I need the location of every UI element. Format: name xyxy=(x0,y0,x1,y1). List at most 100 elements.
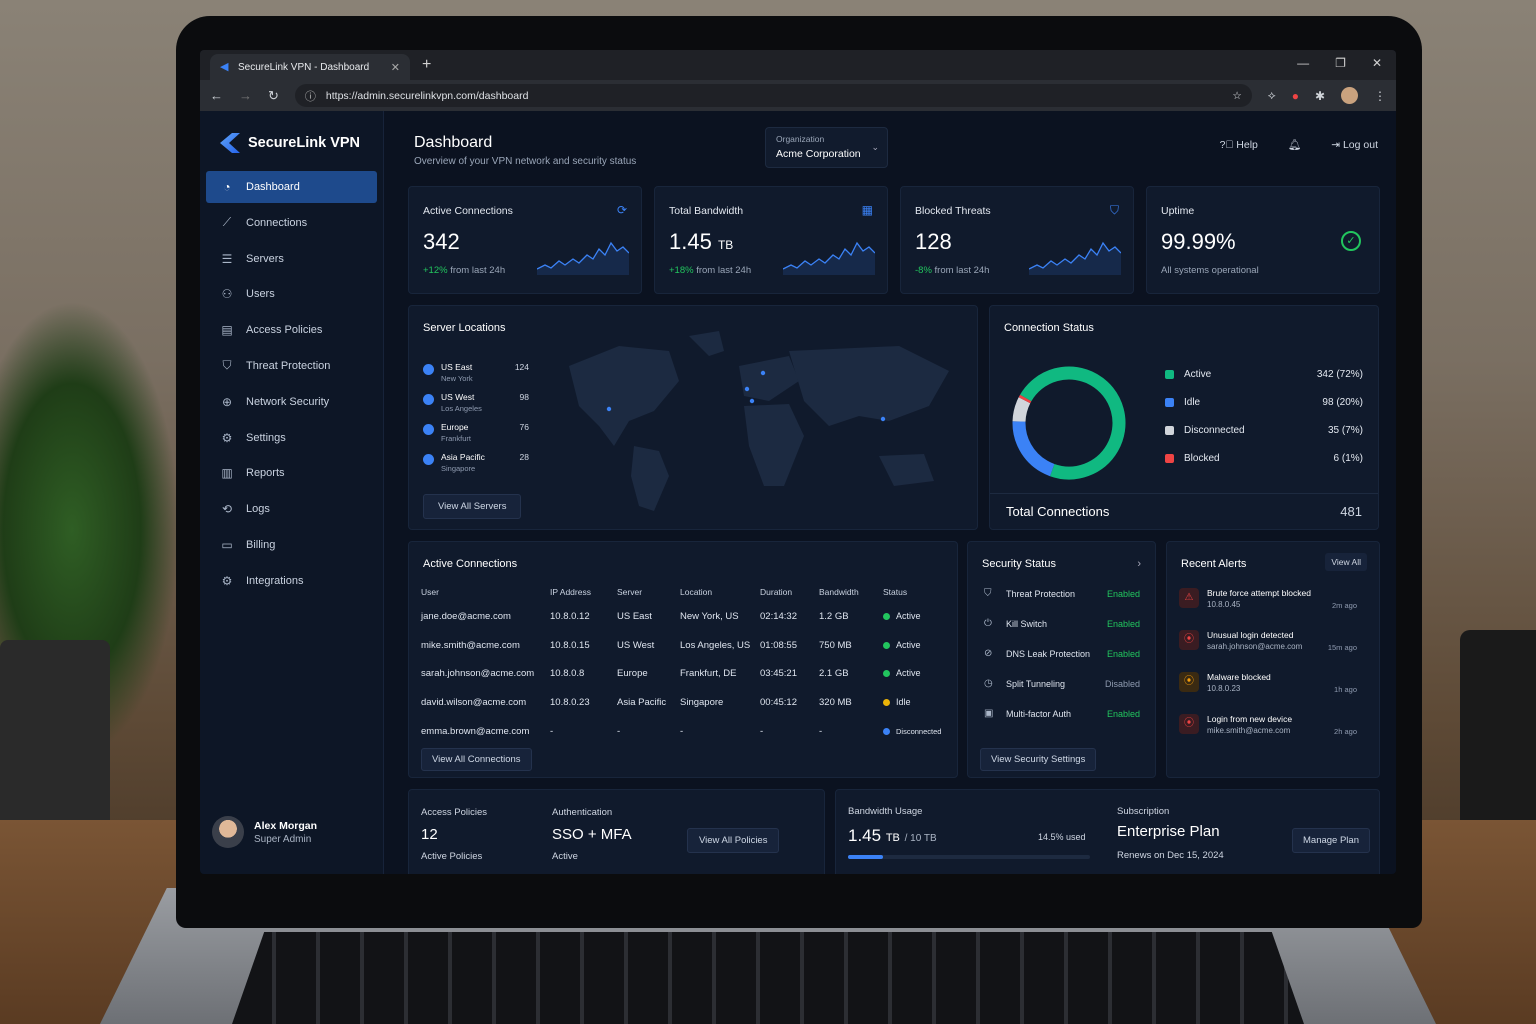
table-cell: New York, US xyxy=(680,610,739,622)
new-tab-icon[interactable]: + xyxy=(422,56,432,73)
integrations-icon: ⚙ xyxy=(221,573,233,588)
legend-label: Idle xyxy=(1184,397,1201,408)
security-item[interactable]: ⏻ Kill Switch Enabled xyxy=(984,618,1140,629)
kpi-number: 99.99% xyxy=(1161,229,1236,254)
security-item[interactable]: ⛉ Threat Protection Enabled xyxy=(984,588,1140,599)
column-header[interactable]: Status xyxy=(883,587,908,597)
logout-icon: ⇥ xyxy=(1331,138,1343,151)
donut-segment[interactable] xyxy=(1004,358,1134,488)
sidebar-item-reports[interactable]: ▥ Reports xyxy=(206,457,377,489)
table-row[interactable]: jane.doe@acme.com 10.8.0.12 US East New Yor… xyxy=(421,602,953,631)
security-item[interactable]: ◷ Split Tunneling Disabled xyxy=(984,678,1140,689)
profile-avatar-icon[interactable] xyxy=(1341,87,1358,104)
server-locations-title: Server Locations xyxy=(423,322,506,334)
legend-value: 6 (1%) xyxy=(1333,453,1363,464)
sidebar-item-connections[interactable]: ⟋ Connections xyxy=(206,207,377,239)
table-cell: - xyxy=(680,726,684,738)
column-header[interactable]: Server xyxy=(617,587,643,597)
url-field[interactable]: ⓘ https://admin.securelinkvpn.com/dashbo… xyxy=(294,84,1252,107)
server-pin[interactable] xyxy=(880,416,886,422)
menu-dots-icon[interactable]: ⋮ xyxy=(1374,88,1386,103)
close-tab-icon[interactable]: ✕ xyxy=(390,61,400,74)
view-all-connections-button[interactable]: View All Connections xyxy=(421,748,532,771)
organization-select[interactable]: Organization Acme Corporation ⌄ xyxy=(765,127,888,168)
server-pin[interactable] xyxy=(749,398,755,404)
server-pin[interactable] xyxy=(744,386,750,392)
malware-icon: ⦿ xyxy=(1179,672,1199,692)
minimize-icon[interactable]: — xyxy=(1297,56,1310,70)
puzzle-icon[interactable]: ✱ xyxy=(1314,88,1325,103)
bell-icon[interactable]: 🔔︎ xyxy=(1287,139,1302,151)
table-cell: - xyxy=(760,726,764,738)
sidebar-item-settings[interactable]: ⚙ Settings xyxy=(206,422,377,454)
sidebar-item-dashboard[interactable]: ◔ Dashboard xyxy=(206,171,377,203)
bandwidth-usage-label: Bandwidth Usage xyxy=(848,806,923,817)
chevron-right-icon[interactable]: › xyxy=(1137,558,1141,570)
brand[interactable]: SecureLink VPN xyxy=(200,111,383,153)
view-all-alerts-button[interactable]: View All xyxy=(1325,553,1367,571)
security-item[interactable]: ⊘ DNS Leak Protection Enabled xyxy=(984,648,1140,659)
reload-icon[interactable]: ↻ xyxy=(268,87,279,103)
record-icon[interactable]: ● xyxy=(1291,88,1299,103)
alert-item[interactable]: ⦿ Login from new device mike.smith@acme.co… xyxy=(1179,714,1357,736)
server-location-item[interactable]: Asia Pacific Singapore 28 xyxy=(423,452,529,473)
server-pin[interactable] xyxy=(606,406,612,412)
alert-time: 1h ago xyxy=(1334,685,1357,694)
view-all-policies-button[interactable]: View All Policies xyxy=(687,828,780,853)
table-row[interactable]: david.wilson@acme.com 10.8.0.23 Asia Pacif… xyxy=(421,688,953,717)
user-role: Super Admin xyxy=(254,833,312,845)
help-button[interactable]: ?⃝ Help xyxy=(1220,139,1258,151)
brand-name: SecureLink VPN xyxy=(248,135,361,151)
security-item[interactable]: ▣ Multi-factor Auth Enabled xyxy=(984,708,1140,719)
column-header[interactable]: Bandwidth xyxy=(819,587,859,597)
bookmark-star-icon[interactable]: ☆ xyxy=(1232,89,1242,102)
sidebar-item-logs[interactable]: ⟲ Logs xyxy=(206,493,377,525)
table-row[interactable]: sarah.johnson@acme.com 10.8.0.8 Europe Fran… xyxy=(421,660,953,689)
logout-button[interactable]: ⇥ Log out xyxy=(1331,139,1378,151)
server-location-item[interactable]: US West Los Angeles 98 xyxy=(423,392,529,413)
sidebar-item-label: Dashboard xyxy=(246,181,300,193)
table-row[interactable]: emma.brown@acme.com - - - - - Disconnected xyxy=(421,717,953,746)
sidebar-item-network-security[interactable]: ⊕ Network Security xyxy=(206,386,377,418)
server-pin[interactable] xyxy=(760,370,766,376)
close-window-icon[interactable]: ✕ xyxy=(1371,56,1382,70)
sidebar-item-access-policies[interactable]: ▤ Access Policies xyxy=(206,314,377,346)
sidebar-item-integrations[interactable]: ⚙ Integrations xyxy=(206,565,377,597)
manage-plan-button[interactable]: Manage Plan xyxy=(1292,828,1370,853)
table-cell: US East xyxy=(617,610,652,622)
sidebar-item-threat-protection[interactable]: ⛉ Threat Protection xyxy=(206,350,377,382)
dns-icon: ⊘ xyxy=(984,648,993,659)
authentication-label: Authentication xyxy=(552,807,613,818)
sidebar-item-users[interactable]: ⚇ Users xyxy=(206,278,377,310)
header-actions: ?⃝ Help 🔔︎ ⇥ Log out xyxy=(1220,138,1378,152)
column-header[interactable]: Duration xyxy=(760,587,793,597)
table-cell: Active xyxy=(883,631,953,660)
dashboard-icon: ◔ xyxy=(223,180,231,194)
sidebar-item-billing[interactable]: ▭ Billing xyxy=(206,529,377,561)
browser-tab[interactable]: ◀ SecureLink VPN - Dashboard ✕ xyxy=(210,54,410,80)
server-location-item[interactable]: US East New York 124 xyxy=(423,362,529,383)
donut-segment[interactable] xyxy=(1004,358,1134,488)
forward-icon[interactable]: → xyxy=(239,88,252,103)
column-header[interactable]: Location xyxy=(680,587,713,597)
extension-icon[interactable]: ⟡ xyxy=(1267,88,1276,102)
site-info-icon[interactable]: ⓘ xyxy=(304,90,316,103)
server-location-item[interactable]: Europe Frankfurt 76 xyxy=(423,422,529,443)
alert-subtitle: mike.smith@acme.com xyxy=(1207,726,1291,735)
alert-item[interactable]: ⦿ Unusual login detected sarah.johnson@acm… xyxy=(1179,630,1357,652)
back-icon[interactable]: ← xyxy=(210,88,223,103)
status-dot-icon xyxy=(883,699,890,707)
alert-item[interactable]: ⚠ Brute force attempt blocked 10.8.0.45 2m … xyxy=(1179,588,1357,610)
sidebar-item-servers[interactable]: ☰ Servers xyxy=(206,243,377,275)
location-count: 28 xyxy=(519,452,529,462)
table-row[interactable]: mike.smith@acme.com 10.8.0.15 US West Los A… xyxy=(421,631,953,660)
total-connections-value: 481 xyxy=(1340,504,1362,519)
view-all-servers-button[interactable]: View All Servers xyxy=(423,494,522,519)
column-header[interactable]: User xyxy=(421,587,439,597)
restore-icon[interactable]: ❐ xyxy=(1335,56,1346,70)
column-header[interactable]: IP Address xyxy=(550,587,591,597)
table-header: User IP Address Server Location Duration Band… xyxy=(421,582,953,602)
user-profile[interactable]: Alex Morgan Super Admin xyxy=(212,816,317,848)
alert-item[interactable]: ⦿ Malware blocked 10.8.0.23 1h ago xyxy=(1179,672,1357,694)
view-security-settings-button[interactable]: View Security Settings xyxy=(980,748,1097,771)
